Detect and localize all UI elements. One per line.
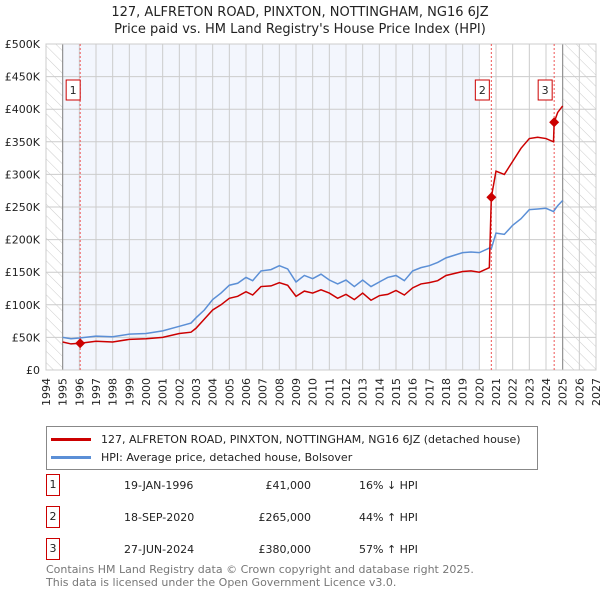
x-tick-label: 2017 xyxy=(423,378,436,406)
x-tick-label: 2006 xyxy=(240,378,253,406)
sale-label-box xyxy=(65,79,81,101)
x-tick-label: 1998 xyxy=(107,378,120,406)
x-tick-label: 2008 xyxy=(273,378,286,406)
x-tick-label: 2000 xyxy=(140,378,153,406)
table-row: 1 19-JAN-1996 £41,000 16% ↓ HPI xyxy=(46,474,466,498)
sale-marker-label: 3 xyxy=(46,538,60,560)
x-tick-label: 2015 xyxy=(390,378,403,406)
sale-hpi: 57% ↑ HPI xyxy=(359,543,418,556)
x-tick-label: 2001 xyxy=(157,378,170,406)
sale-price: £265,000 xyxy=(258,511,312,524)
x-tick-label: 2011 xyxy=(323,378,336,406)
legend-item-property: 127, ALFRETON ROAD, PINXTON, NOTTINGHAM,… xyxy=(51,432,521,446)
x-tick-label: 2018 xyxy=(440,378,453,406)
sale-label: 1 xyxy=(70,84,77,97)
x-tick-label: 2023 xyxy=(523,378,536,406)
sale-date: 18-SEP-2020 xyxy=(124,511,195,524)
x-tick-label: 1995 xyxy=(57,378,70,406)
legend: 127, ALFRETON ROAD, PINXTON, NOTTINGHAM,… xyxy=(46,426,538,470)
x-tick-label: 2010 xyxy=(307,378,320,406)
x-tick-label: 2009 xyxy=(290,378,303,406)
x-tick-label: 2025 xyxy=(557,378,570,406)
sale-point xyxy=(549,117,560,128)
footer-copyright: Contains HM Land Registry data © Crown c… xyxy=(46,563,474,576)
table-row: 3 27-JUN-2024 £380,000 57% ↑ HPI xyxy=(46,538,466,562)
sale-date: 19-JAN-1996 xyxy=(124,479,194,492)
y-tick-label: £350K xyxy=(5,136,41,149)
x-tick-label: 2013 xyxy=(357,378,370,406)
x-tick-label: 1997 xyxy=(90,378,103,406)
x-tick-label: 1996 xyxy=(73,378,86,406)
price-chart: 1994 1995 1996 1997 1998 1999 2000 2001 2002 2003… xyxy=(5,38,600,406)
y-tick-label: £0 xyxy=(26,364,40,377)
sale-price: £41,000 xyxy=(265,479,312,492)
sale-date: 27-JUN-2024 xyxy=(124,543,195,556)
x-tick-label: 2020 xyxy=(473,378,486,406)
series-line xyxy=(62,105,564,345)
legend-label: 127, ALFRETON ROAD, PINXTON, NOTTINGHAM,… xyxy=(101,432,521,446)
legend-label: HPI: Average price, detached house, Bols… xyxy=(101,450,353,464)
x-tick-label: 2026 xyxy=(573,378,586,406)
x-tick-label: 2016 xyxy=(407,378,420,406)
x-tick-label: 2004 xyxy=(207,378,220,406)
sale-label: 2 xyxy=(479,84,486,97)
sale-label-box xyxy=(537,79,553,101)
chart-subtitle: Price paid vs. HM Land Registry's House … xyxy=(114,22,486,37)
x-tick-label: 2003 xyxy=(190,378,203,406)
sale-point xyxy=(486,192,497,203)
sale-label-box xyxy=(474,79,490,101)
legend-swatch xyxy=(51,437,91,441)
sale-marker-label: 1 xyxy=(46,474,60,496)
legend-item-hpi: HPI: Average price, detached house, Bols… xyxy=(51,450,352,464)
y-tick-label: £100K xyxy=(5,299,41,312)
sale-hpi: 44% ↑ HPI xyxy=(359,511,418,524)
x-tick-label: 2007 xyxy=(257,378,270,406)
footer-licence: This data is licensed under the Open Gov… xyxy=(46,576,397,589)
y-tick-label: £500K xyxy=(5,38,41,51)
sale-price: £380,000 xyxy=(258,543,312,556)
x-tick-label: 2027 xyxy=(590,378,600,406)
y-tick-label: £250K xyxy=(5,201,41,214)
y-tick-label: £450K xyxy=(5,71,41,84)
series-line xyxy=(62,199,564,340)
x-tick-label: 2024 xyxy=(540,378,553,406)
x-tick-label: 2002 xyxy=(173,378,186,406)
x-tick-label: 2014 xyxy=(373,378,386,406)
x-tick-label: 2005 xyxy=(223,378,236,406)
y-tick-label: £400K xyxy=(5,103,41,116)
sale-marker-label: 2 xyxy=(46,506,60,528)
x-tick-label: 2021 xyxy=(490,378,503,406)
y-tick-label: £50K xyxy=(12,331,41,344)
sale-hpi: 16% ↓ HPI xyxy=(359,479,418,492)
x-tick-label: 2019 xyxy=(457,378,470,406)
x-tick-label: 2022 xyxy=(507,378,520,406)
legend-swatch xyxy=(51,455,91,459)
table-row: 2 18-SEP-2020 £265,000 44% ↑ HPI xyxy=(46,506,466,530)
chart-title: 127, ALFRETON ROAD, PINXTON, NOTTINGHAM,… xyxy=(111,5,489,20)
y-tick-label: £300K xyxy=(5,168,41,181)
x-tick-label: 2012 xyxy=(340,378,353,406)
x-tick-label: 1994 xyxy=(40,378,53,406)
sale-label: 3 xyxy=(542,84,549,97)
plot-border xyxy=(45,43,597,371)
y-tick-label: £150K xyxy=(5,266,41,279)
y-tick-label: £200K xyxy=(5,234,41,247)
x-tick-label: 1999 xyxy=(123,378,136,406)
sale-point xyxy=(75,338,86,349)
